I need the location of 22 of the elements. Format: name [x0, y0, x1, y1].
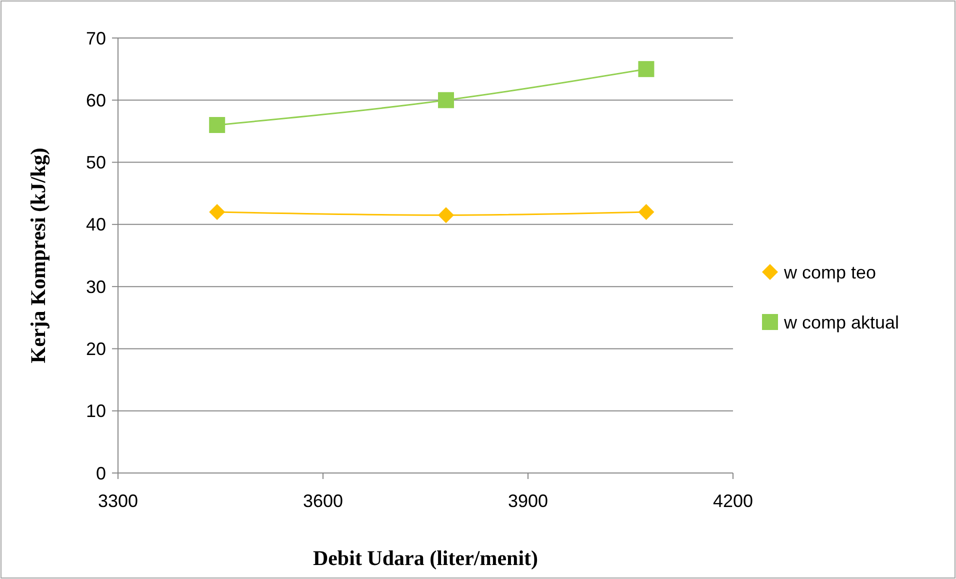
y-tick-label: 40 — [86, 214, 106, 235]
point — [638, 61, 654, 78]
y-tick-label: 10 — [86, 401, 106, 422]
point — [638, 204, 654, 220]
y-tick-label: 30 — [86, 276, 106, 297]
point — [209, 204, 226, 220]
point — [209, 117, 226, 133]
y-axis-title: Kerja Kompresi (kJ/kg) — [26, 148, 50, 364]
y-tick-label: 70 — [86, 28, 106, 48]
point — [438, 92, 454, 108]
x-tick-label: 3300 — [98, 491, 138, 511]
y-tick-label: 0 — [96, 463, 106, 484]
x-tick-label: 4200 — [712, 491, 754, 511]
legend-label: w comp teo — [783, 262, 876, 282]
y-tick-label: 50 — [86, 152, 106, 173]
y-tick-label: 20 — [86, 339, 106, 360]
legend-label: w comp aktual — [783, 312, 900, 332]
x-tick-label: 3900 — [508, 491, 548, 511]
x-axis-title: Debit Udara (liter/menit) — [312, 546, 538, 570]
point — [438, 207, 454, 224]
x-tick-label: 3600 — [302, 491, 344, 511]
y-tick-label: 60 — [86, 90, 106, 110]
